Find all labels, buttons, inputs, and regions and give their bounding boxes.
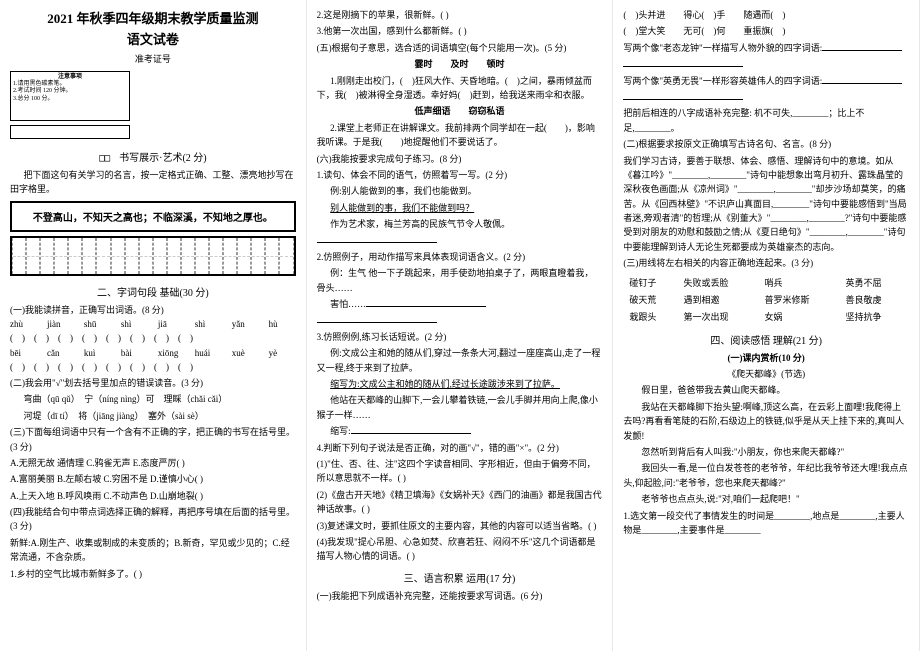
sec2-p4l1: 1.乡村的空气比城市新鲜多了。( ) xyxy=(10,567,296,581)
c2-p5a: 1.刚刚走出校门，( )狂风大作、天昏地暗。( )之间，暴雨倾盆而下，我( )被… xyxy=(317,74,603,103)
c2-p5h: 霎时 及时 顿时 xyxy=(317,57,603,71)
c2-p7c: (3)复述课文时，要抓住原文的主要内容，其他的内容可以适当省略。( ) xyxy=(317,519,603,533)
idiom-r1: ( )头并进 得心( )手 随遇而( ) xyxy=(623,8,909,22)
c3-p13b: 我站在天都峰脚下抬头望:啊峰,顶这么高，在云彩上面哩!我爬得上去吗?再看看笔陡的… xyxy=(623,400,909,443)
notice-l3: 3.总分 100 分。 xyxy=(13,96,127,103)
c2-p7a: (1)"住、否、往、注"这四个字读音相同、字形相近，但由于偏旁不同，所以意思就不… xyxy=(317,457,603,486)
pinyin-row-1: zhùjiànshūshì jiāshìyǎnhù xyxy=(10,319,296,329)
sec2-p3b: A.富丽美丽 B.左颠右坡 C.穷困不是 D.谨慎小心( ) xyxy=(10,472,296,486)
c3-p13t: 《爬天都峰》(节选) xyxy=(623,367,909,381)
c2-p6a: 1.读句、体会不同的语气，仿照着写一写。(2 分) xyxy=(317,168,603,182)
quote-box: 不登高山，不知天之高也；不临深溪，不知地之厚也。 xyxy=(10,201,296,232)
c3-p13: (一)课内赏析(10 分) xyxy=(623,351,909,365)
barcode-box xyxy=(10,125,130,139)
c2-p6c2: 缩写为:文成公主和她的随从们,经过长途跋涉来到了拉萨。 xyxy=(317,377,603,391)
exam-num-label: 准考证号 xyxy=(10,52,296,65)
pinyin-row-2: bēicǎnkuìbài xiōnghuáixuèyè xyxy=(10,348,296,358)
sec2-p2: (二)我会用"√"划去括号里加点的错误读音。(3 分) xyxy=(10,376,296,390)
c3-p13c: 忽然听到背后有人叫我:"小朋友，你也来爬天都峰?" xyxy=(623,445,909,459)
sec1-head-text: 书写展示·艺术(2 分) xyxy=(119,153,207,164)
sec2-p3c: A.上天入地 B.呼风唤雨 C.不动声色 D.山崩地裂( ) xyxy=(10,489,296,503)
c3-p9a: 写两个像"老态龙钟"一样描写人物外貌的四字词语: xyxy=(623,41,909,55)
c2-p6: (六)我能按要求完成句子练习。(8 分) xyxy=(317,152,603,166)
c3-p10: 把前后相连的八字成语补充完整: 机不可失,________；比上不足,_____… xyxy=(623,106,909,135)
sec2-p3a: A.无照无故 通情理 C.鸦雀无声 E.态度严厉( ) xyxy=(10,456,296,470)
sec1-head: □□ 书写展示·艺术(2 分) xyxy=(10,149,296,164)
c3-p13e: 老爷爷也点点头,说:"对,咱们一起爬吧！" xyxy=(623,492,909,506)
sec2-p2b: 河堤（dī tí） 将（jiāng jiàng） 塞外（sài sè） xyxy=(10,409,296,423)
c2-p5b: 2.课堂上老师正在讲解课文。我前排两个同学却在一起( )，影响我听课。于是我( … xyxy=(317,121,603,150)
title-sub: 语文试卷 xyxy=(10,29,296,48)
sec2-p3: (三)下面每组词语中只有一个含有不正确的字，把正确的书写在括号里。(3 分) xyxy=(10,425,296,454)
notice-box: 注意事项 1.请用黑色碳素笔。 2.考试时间 120 分钟。 3.总分 100 … xyxy=(10,71,130,121)
column-1: 2021 年秋季四年级期末教学质量监测 语文试卷 准考证号 注意事项 1.请用黑… xyxy=(0,0,307,651)
c2-p5: (五)根据句子意思，选合适的词语填空(每个只能用一次)。(5 分) xyxy=(317,41,603,55)
c3-p11: (二)根据要求按原文正确填写古诗名句、名言。(8 分) xyxy=(623,137,909,151)
sec3-head: 三、语言积累 运用(17 分) xyxy=(317,570,603,585)
c3-p13a: 假日里，爸爸带我去黄山爬天都峰。 xyxy=(623,383,909,397)
column-2: 2.这是刚摘下的苹果，很新鲜。( ) 3.他第一次出国，感到什么都新鲜。( ) … xyxy=(307,0,614,651)
c2-p6a1: 例:别人能做到的事，我们也能做到。 xyxy=(317,184,603,198)
c2-p8: (一)我能把下列成语补充完整，还能按要求写词语。(6 分) xyxy=(317,589,603,603)
c2-p6a3: 作为艺术家，梅兰芳高的民族气节令人敬佩。 xyxy=(317,217,603,231)
c2-p5h2: 低声细语 窃窃私语 xyxy=(317,104,603,118)
idiom-r2: ( )堂大笑 无可( )何 重振旗( ) xyxy=(623,24,909,38)
c2-p6b: 2.仿照例子，用动作描写来具体表现词语含义。(2 分) xyxy=(317,250,603,264)
blank-row-1: ( ) ( ) ( ) ( ) ( ) ( ) ( ) ( ) xyxy=(10,331,296,345)
c3-p13d: 我回头一看,是一位白发苍苍的老爷爷，年纪比我爷爷还大哩!我点点头,仰起脸,问:"… xyxy=(623,461,909,490)
c2-l1: 2.这是刚摘下的苹果，很新鲜。( ) xyxy=(317,8,603,22)
sec2-p4a: 新鲜:A.刚生产、收集或制成的未变质的；B.新奇，罕见或少见的；C.经常流通，不… xyxy=(10,536,296,565)
c3-p9b: 写两个像"英勇无畏"一样形容英雄伟人的四字词语: xyxy=(623,74,909,88)
title-main: 2021 年秋季四年级期末教学质量监测 xyxy=(10,8,296,27)
c2-p6c: 3.仿照例例,练习长话短说。(2 分) xyxy=(317,330,603,344)
sec2-p4: (四)我能结合句中带点词选择正确的解释，再把序号填在后面的括号里。(3 分) xyxy=(10,505,296,534)
notice-l2: 2.考试时间 120 分钟。 xyxy=(13,88,127,95)
sec4-head: 四、阅读感悟 理解(21 分) xyxy=(623,332,909,347)
c2-p6c1: 例:文成公主和她的随从们,穿过一条条大河,翻过一座座高山,走了一程又一程,终于来… xyxy=(317,346,603,375)
match-table: 碰钉子失败或丢脸哨兵英勇不屈 破天荒遇到相邀普罗米修斯善良敬虔 栽跟头第一次出现… xyxy=(623,273,909,326)
c3-p11a: 我们学习古诗，要善于联想、体会、感悟、理解诗句中的意境。如从《暮江吟》"____… xyxy=(623,154,909,255)
sec1-intro: 把下面这句有关学习的名言，按一定格式正确、工整、漂亮地抄写在田字格里。 xyxy=(10,168,296,197)
tian-grid xyxy=(10,236,296,276)
c2-l2: 3.他第一次出国，感到什么都新鲜。( ) xyxy=(317,24,603,38)
sec2-head: 二、字词句段 基础(30 分) xyxy=(10,284,296,299)
c3-q1: 1.选文第一段交代了事情发生的时间是________,地点是________,主… xyxy=(623,509,909,538)
c2-p6b1: 例：生气 他一下子跳起来，用手使劲地拍桌子了，两眼直瞪着我，骨头…… xyxy=(317,266,603,295)
column-3: ( )头并进 得心( )手 随遇而( ) ( )堂大笑 无可( )何 重振旗( … xyxy=(613,0,920,651)
c2-p6b2: 害怕…… xyxy=(317,297,603,311)
c3-p12: (三)用线将左右相关的内容正确地连起来。(3 分) xyxy=(623,256,909,270)
c2-p7b: (2)《盘古开天地》《精卫填海》《女娲补天》《西门的油画》都是我国古代神话故事。… xyxy=(317,488,603,517)
blank-row-2: ( ) ( ) ( ) ( ) ( ) ( ) ( ) ( ) xyxy=(10,360,296,374)
c2-p6a2: 别人能做到的事，我们不能做到吗？ xyxy=(317,201,603,215)
c2-p7d: (4)我发现"提心吊胆、心急如焚、欣喜若狂、闷闷不乐"这几个词语都是描写人物心情… xyxy=(317,535,603,564)
sec2-p1: (一)我能读拼音，正确写出词语。(8 分) xyxy=(10,303,296,317)
c2-p6c3: 他站在天都峰的山脚下,一会儿攀着铁链,一会儿手脚并用向上爬,像小猴子一样…… xyxy=(317,393,603,422)
c2-p6c4: 缩写: xyxy=(317,424,603,438)
c2-p7: 4.判断下列句子说法是否正确，对的画"√"，错的画"×"。(2 分) xyxy=(317,441,603,455)
sec2-p2a: 弯曲（qū qǔ） 宁（níng nìng）可 理睬（chǎi cǎi） xyxy=(10,392,296,406)
